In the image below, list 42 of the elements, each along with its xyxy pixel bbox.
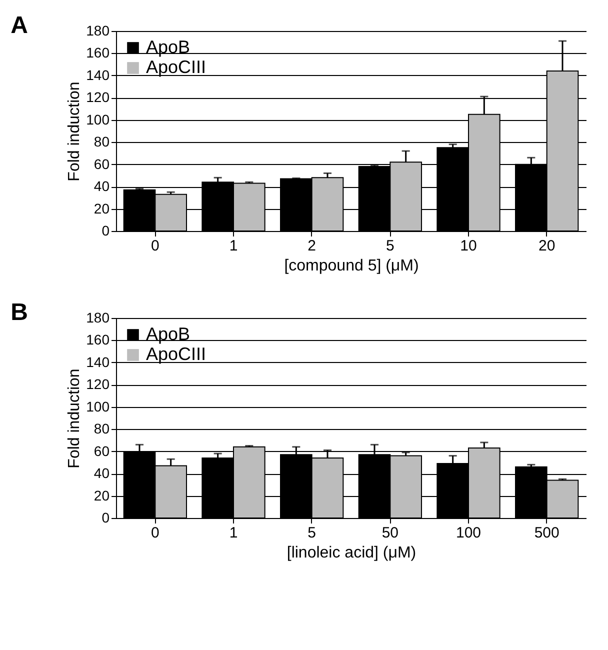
chart-title: B [10, 299, 28, 326]
y-tick-label: 120 [86, 376, 110, 392]
y-axis-title: Fold induction [66, 368, 84, 468]
y-tick-label: 140 [86, 66, 110, 83]
x-tick-label: 5 [386, 238, 394, 254]
y-tick-label: 80 [94, 420, 110, 437]
y-tick-label: 40 [94, 178, 110, 194]
x-tick-label: 100 [456, 524, 482, 542]
legend-label: ApoCIII [146, 344, 206, 364]
x-tick-label: 1 [229, 524, 238, 542]
y-tick-label: 160 [86, 332, 110, 348]
legend-label: ApoB [146, 324, 190, 344]
y-tick-label: 180 [86, 310, 110, 326]
y-tick-label: 100 [86, 398, 110, 414]
x-tick-label: 5 [308, 524, 316, 542]
x-tick-label: 0 [150, 524, 160, 542]
y-tick-label: 120 [86, 89, 110, 106]
x-tick-label: 50 [382, 524, 399, 542]
y-tick-label: 140 [86, 354, 110, 370]
y-tick-label: 0 [102, 222, 110, 238]
y-tick-label: 40 [94, 465, 110, 482]
x-tick-label: 10 [460, 238, 477, 254]
y-tick-label: 60 [94, 156, 110, 172]
y-tick-label: 180 [86, 22, 110, 38]
legend-label: ApoCIII [146, 57, 206, 77]
y-tick-label: 160 [86, 44, 110, 61]
y-tick-label: 20 [94, 200, 110, 216]
x-axis-title: [compound 5] (μM) [284, 258, 419, 274]
y-axis-title: Fold induction [66, 82, 84, 182]
x-tick-label: 2 [308, 238, 316, 254]
y-tick-label: 80 [94, 134, 110, 150]
x-axis-title: [linoleic acid] (μM) [286, 544, 416, 562]
y-tick-label: 60 [94, 442, 110, 459]
y-tick-label: 100 [86, 111, 110, 128]
x-tick-label: 500 [534, 524, 560, 542]
y-tick-label: 20 [94, 487, 110, 504]
x-tick-label: 0 [150, 238, 160, 254]
legend-label: ApoB [146, 37, 190, 57]
y-tick-label: 0 [102, 510, 110, 526]
chart-title: A [10, 12, 28, 39]
x-tick-label: 1 [229, 238, 238, 254]
x-tick-label: 20 [538, 238, 556, 254]
